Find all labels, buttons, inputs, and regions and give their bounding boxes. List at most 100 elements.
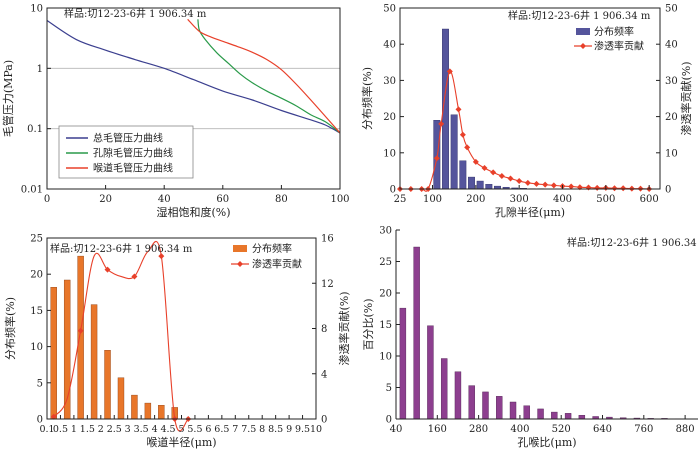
x-axis-tick-label: 4 [152, 424, 158, 435]
legend-label: 喉道毛管压力曲线 [93, 162, 173, 175]
x-axis-tick-label: 1.5 [80, 424, 95, 435]
line-marker [455, 106, 462, 113]
series-line-0 [46, 20, 341, 134]
bar [482, 391, 489, 420]
x-axis-tick-label: 10 [310, 424, 322, 435]
x-axis-title: 孔喉比(μm) [517, 436, 576, 449]
y-axis-title: 分布频率(%) [3, 297, 17, 360]
line-marker [433, 155, 440, 162]
plot-frame [46, 7, 341, 190]
bar [131, 394, 138, 420]
line-marker [568, 183, 575, 190]
y-axis-tick-label: 5 [386, 383, 392, 394]
x-axis-tick-label: 6 [205, 424, 211, 435]
bar [117, 377, 125, 420]
bar [104, 350, 111, 420]
y-axis-tick-label: 5 [37, 378, 43, 389]
x-axis-tick-label: 400 [510, 424, 529, 435]
bar [496, 396, 503, 420]
bar [440, 358, 448, 420]
x-axis-tick-label: 7 [232, 424, 238, 435]
x-axis-tick-label: 300 [510, 194, 529, 205]
x-axis-tick-label: 8 [259, 424, 265, 435]
x-axis-tick-label: 40 [158, 194, 171, 205]
x-axis-tick-label: 9.5 [295, 424, 310, 435]
y-axis-tick-label: 0 [386, 415, 392, 426]
y2-axis-tick-label: 40 [665, 40, 678, 51]
y-axis-tick-label: 40 [383, 40, 396, 51]
bar [476, 180, 484, 190]
series-line-2 [187, 18, 341, 134]
bar [564, 413, 572, 420]
line-marker [481, 165, 488, 172]
y2-axis-tick-label: 20 [665, 112, 678, 123]
y2-axis-tick-label: 16 [321, 234, 334, 245]
x-axis-tick-label: 760 [634, 424, 653, 435]
line-marker [464, 144, 471, 151]
bar [537, 408, 544, 420]
y2-axis-tick-label: 30 [665, 76, 678, 87]
line-marker [620, 185, 627, 192]
bar [413, 246, 420, 420]
chart-throat-radius: 0.10.5 1 1.5 2 2.5 3 3.5 4 4.5 5 5.5 6 6.5 7 7.5 8 8.5 9 9… [3, 234, 351, 450]
x-axis-tick-label: 3 [125, 424, 131, 435]
y-axis-tick-label: 15 [379, 320, 392, 331]
y-axis-tick-label: 10 [379, 352, 392, 363]
x-axis-tick-label: 5.5 [187, 424, 202, 435]
bar [433, 120, 441, 190]
x-axis-tick-label: 6.5 [214, 424, 229, 435]
line-marker [507, 175, 514, 182]
x-axis-tick-label: 8.5 [268, 424, 283, 435]
x-axis-tick-label: 400 [553, 194, 572, 205]
line-marker [50, 413, 57, 420]
x-axis-tick-label: 9 [286, 424, 292, 435]
bar [50, 287, 57, 420]
bar [144, 402, 152, 420]
x-axis-title: 湿相饱和度(%) [156, 205, 230, 219]
x-axis-tick-label: 0.1 [39, 424, 54, 435]
legend-label: 分布频率 [594, 25, 634, 38]
y-axis-tick-label: 50 [383, 4, 396, 15]
y-axis-tick-label: 0 [390, 185, 396, 196]
bar [551, 411, 558, 420]
sample-annotation: 样品:切12-23-6井 1 906.34 m [567, 236, 700, 249]
y2-axis-tick-label: 4 [321, 369, 327, 380]
sample-annotation: 样品:切12-23-6井 1 906.34 m [50, 242, 193, 255]
y-axis-title: 分布频率(%) [360, 67, 374, 130]
line-marker [438, 120, 445, 127]
bar [454, 371, 462, 420]
x-axis-tick-label: 7.5 [241, 424, 256, 435]
x-axis-tick-label: 200 [466, 194, 485, 205]
x-axis-tick-label: 2.5 [107, 424, 122, 435]
bar [450, 114, 458, 190]
y-axis-tick-label: 15 [30, 306, 43, 317]
y-axis-tick-label: 25 [379, 257, 392, 268]
x-axis-tick-label: 500 [596, 194, 615, 205]
bar [509, 401, 517, 420]
x-axis-tick-label: 40 [390, 424, 403, 435]
y-axis-tick-label: 0.01 [21, 185, 43, 196]
x-axis-tick-label: 20 [99, 194, 112, 205]
legend-swatch [233, 245, 247, 252]
x-axis-tick-label: 0 [44, 194, 50, 205]
y-axis-tick-label: 10 [383, 148, 396, 159]
x-axis-tick-label: 520 [552, 424, 571, 435]
y-axis-tick-label: 30 [383, 76, 396, 87]
bar [77, 255, 84, 420]
y-axis-tick-label: 25 [30, 234, 43, 245]
x-axis-tick-label: 80 [275, 194, 288, 205]
x-axis-tick-label: 160 [428, 424, 447, 435]
y-axis-title: 毛管压力(MPa) [1, 60, 15, 137]
x-axis-tick-label: 5 [178, 424, 184, 435]
line-marker [498, 172, 505, 179]
bar [427, 325, 434, 420]
sample-annotation: 样品:切12-23-6井 1 906.34 m [64, 7, 207, 20]
line-marker [550, 182, 557, 189]
x-axis-tick-label: 640 [593, 424, 612, 435]
legend-label: 渗透率贡献 [252, 258, 302, 271]
sample-annotation: 样品:切12-23-6井 1 906.34 m [508, 9, 651, 22]
x-axis-title: 喉道半径(μm) [146, 435, 216, 449]
bar [90, 304, 98, 420]
